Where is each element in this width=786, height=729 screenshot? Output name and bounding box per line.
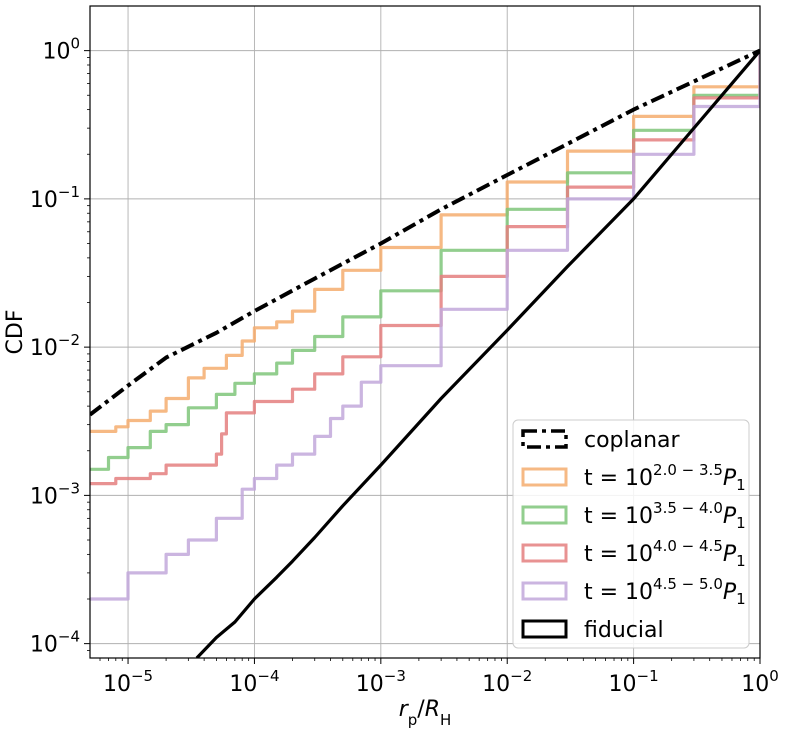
x-tick-label: 10−4 [229, 667, 279, 697]
legend-label-t-2.0-3.5: t = 102.0 − 3.5P1 [584, 461, 746, 494]
series-line-t-4.5-5.0 [90, 50, 760, 601]
y-tick-label: 10−2 [30, 331, 80, 361]
plot-frame [89, 5, 761, 659]
x-tick-label: 10−1 [609, 667, 659, 697]
legend-box [512, 419, 750, 649]
y-tick-label: 10−4 [30, 628, 80, 658]
series-line-fiducial [195, 49, 760, 658]
series-layer [90, 48, 760, 658]
series-line-coplanar [90, 48, 760, 417]
x-tick-label: 10−2 [482, 667, 532, 697]
legend-label-t-4.0-4.5: t = 104.0 − 4.5P1 [584, 537, 746, 570]
axis-ticks [84, 50, 761, 664]
tick-labels: 10−5 10−4 10−3 10−2 10−1 100 10−4 10−3 10−2 10−1 1… [30, 35, 779, 697]
series-line-t-3.5-4.0 [90, 50, 760, 471]
legend-handle-t-3.5-4.0 [521, 505, 568, 525]
legend: coplanar t = 102.0 − 3.5P1 t = 103.5 − 4.0… [512, 419, 750, 649]
y-axis-label: CDF [3, 310, 28, 355]
legend-label-coplanar: coplanar [584, 428, 681, 453]
x-tick-label: 100 [741, 667, 779, 697]
legend-handle-coplanar [521, 429, 568, 449]
legend-handle-t-4.0-4.5 [521, 543, 568, 563]
series-line-t-4.0-4.5 [90, 50, 760, 486]
y-tick-label: 100 [42, 35, 80, 65]
x-tick-label: 10−5 [103, 667, 153, 697]
legend-label-t-4.5-5.0: t = 104.5 − 5.0P1 [584, 575, 746, 608]
x-axis-label: rp/RH [399, 697, 452, 729]
legend-label-t-3.5-4.0: t = 103.5 − 4.0P1 [584, 499, 746, 532]
y-tick-label: 10−3 [30, 479, 80, 509]
legend-label-fiducial: fiducial [584, 618, 664, 643]
x-tick-label: 10−3 [356, 667, 406, 697]
legend-handle-fiducial [521, 619, 568, 639]
legend-handle-t-4.5-5.0 [521, 581, 568, 601]
legend-handle-t-2.0-3.5 [521, 467, 568, 487]
y-tick-label: 10−1 [30, 183, 80, 213]
